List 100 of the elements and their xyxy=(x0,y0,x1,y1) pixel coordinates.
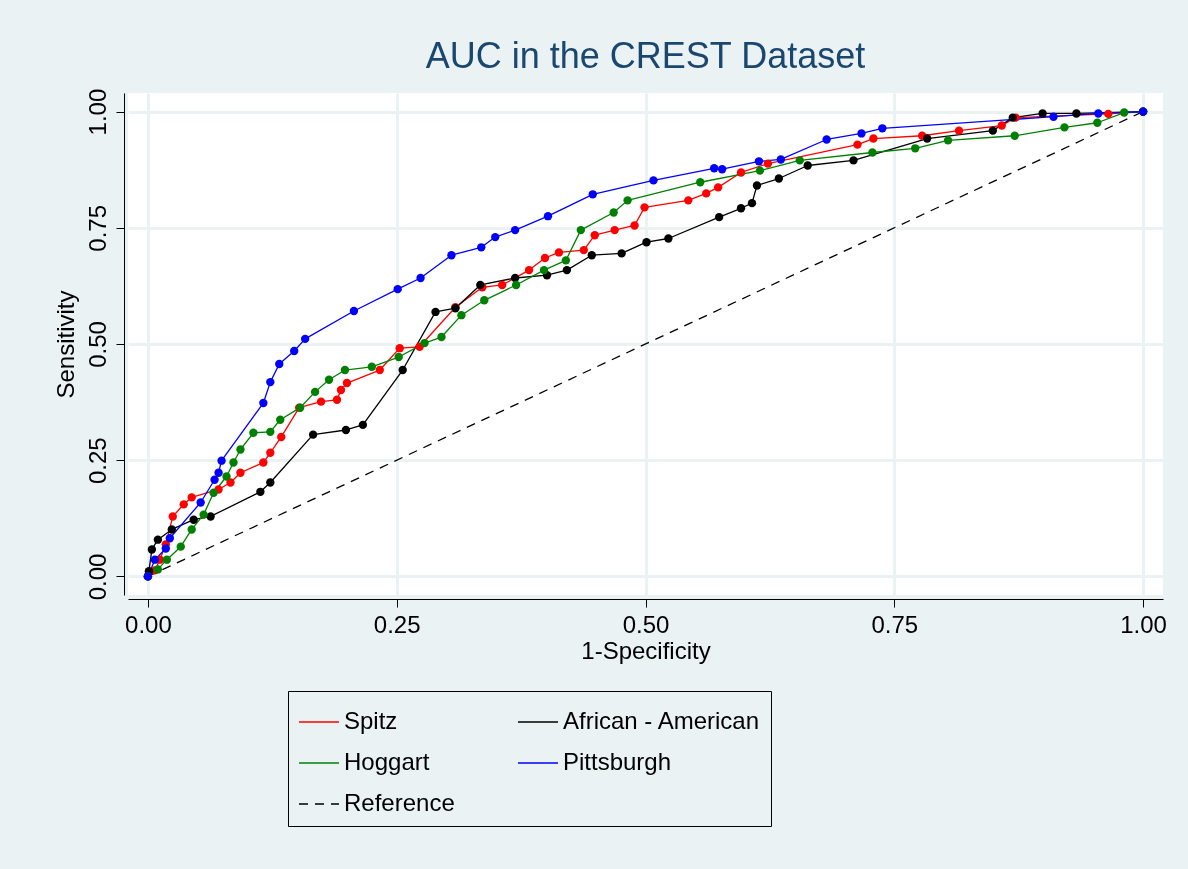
point xyxy=(524,265,534,275)
point xyxy=(168,512,177,521)
point xyxy=(153,535,163,544)
point xyxy=(341,425,351,435)
point xyxy=(878,124,887,133)
point xyxy=(236,468,245,477)
point xyxy=(457,311,466,320)
point xyxy=(342,378,352,388)
point xyxy=(717,165,727,174)
point xyxy=(217,456,226,465)
point xyxy=(763,159,773,168)
point xyxy=(209,488,218,497)
point xyxy=(266,377,275,387)
point xyxy=(554,248,564,257)
point xyxy=(540,253,550,263)
point xyxy=(1038,109,1047,118)
point xyxy=(1072,109,1081,118)
point xyxy=(398,365,407,375)
point xyxy=(375,365,384,375)
point xyxy=(774,174,784,183)
point xyxy=(394,352,403,362)
point xyxy=(954,126,964,135)
point xyxy=(714,212,724,222)
point xyxy=(795,156,804,165)
point xyxy=(395,344,404,353)
point xyxy=(196,498,205,507)
x-axis-title: 1-Specificity xyxy=(581,636,711,664)
point xyxy=(275,359,284,369)
point xyxy=(1093,118,1102,127)
point xyxy=(266,478,275,487)
point xyxy=(165,534,174,543)
point xyxy=(510,225,520,235)
point xyxy=(997,121,1006,130)
point xyxy=(189,515,198,524)
point xyxy=(147,545,157,554)
point xyxy=(266,448,275,457)
y-tick-label: 0.50 xyxy=(83,321,111,368)
legend-label: Reference xyxy=(344,789,455,816)
point xyxy=(179,500,188,509)
point xyxy=(590,231,599,240)
point xyxy=(300,334,310,344)
point xyxy=(709,164,719,173)
chart-title: AUC in the CREST Dataset xyxy=(425,35,866,77)
point xyxy=(226,478,235,487)
point xyxy=(630,221,639,230)
legend-label: Hoggart xyxy=(344,748,430,775)
point xyxy=(803,161,812,170)
point xyxy=(736,168,746,177)
point xyxy=(229,458,238,467)
point xyxy=(649,176,658,185)
point xyxy=(849,156,858,165)
point xyxy=(199,510,208,519)
point xyxy=(1060,123,1069,132)
point xyxy=(752,181,762,190)
point xyxy=(393,284,402,294)
point xyxy=(776,155,786,164)
point xyxy=(349,306,359,316)
point xyxy=(579,245,588,255)
point xyxy=(358,420,368,430)
point xyxy=(609,208,618,217)
point xyxy=(290,346,299,356)
point xyxy=(543,212,553,221)
point xyxy=(210,475,219,484)
point xyxy=(167,525,176,534)
x-tick-label: 0.25 xyxy=(373,610,421,638)
point xyxy=(259,398,268,408)
point xyxy=(336,385,346,395)
point xyxy=(236,445,245,454)
point xyxy=(277,432,286,442)
point xyxy=(922,134,932,143)
y-axis-title: Sensitivity xyxy=(51,290,79,399)
point xyxy=(562,265,572,275)
point xyxy=(988,126,998,135)
point xyxy=(857,129,866,138)
point xyxy=(259,458,268,467)
point xyxy=(420,338,429,348)
point xyxy=(610,225,619,235)
point xyxy=(249,428,258,437)
y-tick-label: 0.00 xyxy=(83,553,111,601)
point xyxy=(332,395,342,404)
point xyxy=(266,427,275,437)
point xyxy=(684,196,693,205)
point xyxy=(324,375,334,384)
x-tick-label: 0.00 xyxy=(125,610,172,638)
point xyxy=(206,512,215,521)
point xyxy=(696,178,705,187)
point xyxy=(617,249,626,258)
point xyxy=(431,307,440,317)
point xyxy=(869,134,878,143)
point xyxy=(1120,108,1129,117)
point xyxy=(664,234,673,243)
point xyxy=(702,189,711,198)
point xyxy=(150,555,160,564)
point xyxy=(911,144,920,153)
point xyxy=(943,136,953,145)
point xyxy=(162,555,171,564)
point xyxy=(623,196,632,205)
point xyxy=(480,296,489,305)
point xyxy=(222,472,231,481)
point xyxy=(539,265,549,275)
